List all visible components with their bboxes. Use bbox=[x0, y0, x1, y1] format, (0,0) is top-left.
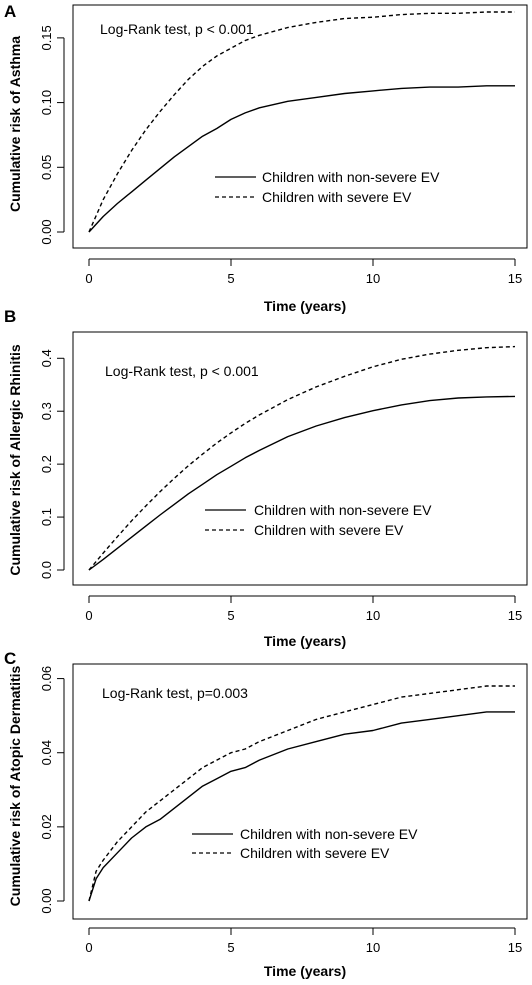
plot-layer-c: 0 5 10 15 0.00 0.02 0.04 0.06 bbox=[39, 666, 522, 955]
series-line-nonsevere-b bbox=[88, 395, 516, 571]
series-line-severe-c bbox=[88, 685, 515, 902]
panel-letter-b: B bbox=[4, 307, 16, 326]
y-tick-label-a-3: 0.15 bbox=[39, 25, 54, 50]
x-tick-label-c-2: 10 bbox=[366, 940, 380, 955]
plot-frame-a bbox=[72, 4, 528, 249]
annotation-c: Log-Rank test, p=0.003 bbox=[102, 685, 248, 701]
legend-a: Children with non-severe EV Children wit… bbox=[215, 169, 440, 205]
x-tick-label-b-3: 15 bbox=[508, 608, 522, 623]
panel-letter-a: A bbox=[4, 2, 16, 21]
legend-label-nonsevere-b: Children with non-severe EV bbox=[254, 502, 432, 518]
plot-layer-a: 0 5 10 15 0.00 0.05 0.10 0.15 bbox=[39, 11, 522, 286]
series-line-nonsevere-a bbox=[88, 85, 515, 233]
y-tick-label-b-3: 0.3 bbox=[39, 402, 54, 420]
x-axis-title-b: Time (years) bbox=[264, 633, 346, 649]
legend-label-severe-b: Children with severe EV bbox=[254, 522, 404, 538]
y-tick-label-b-0: 0.0 bbox=[39, 561, 54, 579]
panel-b: B Log-Rank test, p < 0.001 Cumulative ri… bbox=[4, 307, 528, 649]
x-axis-title-a: Time (years) bbox=[264, 298, 346, 314]
panel-letter-c: C bbox=[4, 649, 16, 668]
x-tick-label-a-3: 15 bbox=[508, 271, 522, 286]
y-tick-label-c-0: 0.00 bbox=[39, 888, 54, 913]
y-tick-label-c-1: 0.02 bbox=[39, 814, 54, 839]
legend-c: Children with non-severe EV Children wit… bbox=[192, 826, 418, 861]
legend-label-severe-c: Children with severe EV bbox=[240, 845, 390, 861]
legend-label-severe-a: Children with severe EV bbox=[262, 189, 412, 205]
y-tick-label-a-1: 0.05 bbox=[39, 155, 54, 180]
x-tick-label-a-2: 10 bbox=[366, 271, 380, 286]
y-tick-label-a-2: 0.10 bbox=[39, 90, 54, 115]
plot-layer-b: 0 5 10 15 0.0 0.1 0.2 0.3 0.4 bbox=[39, 345, 522, 623]
x-tick-label-c-0: 0 bbox=[85, 940, 92, 955]
plot-frame-b bbox=[72, 331, 528, 586]
x-tick-label-c-3: 15 bbox=[508, 940, 522, 955]
x-tick-label-b-2: 10 bbox=[366, 608, 380, 623]
panel-c: C Log-Rank test, p=0.003 Cumulative risk… bbox=[4, 649, 528, 979]
series-line-nonsevere-c bbox=[88, 711, 515, 902]
series-line-severe-b bbox=[88, 345, 516, 571]
x-tick-label-b-0: 0 bbox=[85, 608, 92, 623]
panel-a: A Log-Rank test, p < 0.001 Cumulative ri… bbox=[4, 2, 528, 314]
y-axis-title-a: Cumulative risk of Asthma bbox=[7, 36, 23, 212]
x-tick-label-a-0: 0 bbox=[85, 271, 92, 286]
legend-label-nonsevere-a: Children with non-severe EV bbox=[262, 169, 440, 185]
legend-label-nonsevere-c: Children with non-severe EV bbox=[240, 826, 418, 842]
y-tick-label-b-1: 0.1 bbox=[39, 508, 54, 526]
annotation-a: Log-Rank test, p < 0.001 bbox=[100, 21, 254, 37]
x-tick-label-c-1: 5 bbox=[227, 940, 234, 955]
y-axis-title-b: Cumulative risk of Allergic Rhinitis bbox=[7, 344, 23, 576]
x-tick-label-b-1: 5 bbox=[227, 608, 234, 623]
y-tick-label-c-2: 0.04 bbox=[39, 740, 54, 765]
y-tick-label-a-0: 0.00 bbox=[39, 219, 54, 244]
y-tick-label-b-4: 0.4 bbox=[39, 349, 54, 367]
x-axis-title-c: Time (years) bbox=[264, 963, 346, 979]
y-axis-title-c: Cumulative risk of Atopic Dermatitis bbox=[7, 665, 23, 906]
x-tick-label-a-1: 5 bbox=[227, 271, 234, 286]
legend-b: Children with non-severe EV Children wit… bbox=[205, 502, 432, 538]
y-tick-label-b-2: 0.2 bbox=[39, 455, 54, 473]
plot-frame-c bbox=[72, 663, 528, 920]
y-tick-label-c-3: 0.06 bbox=[39, 666, 54, 691]
annotation-b: Log-Rank test, p < 0.001 bbox=[105, 363, 259, 379]
